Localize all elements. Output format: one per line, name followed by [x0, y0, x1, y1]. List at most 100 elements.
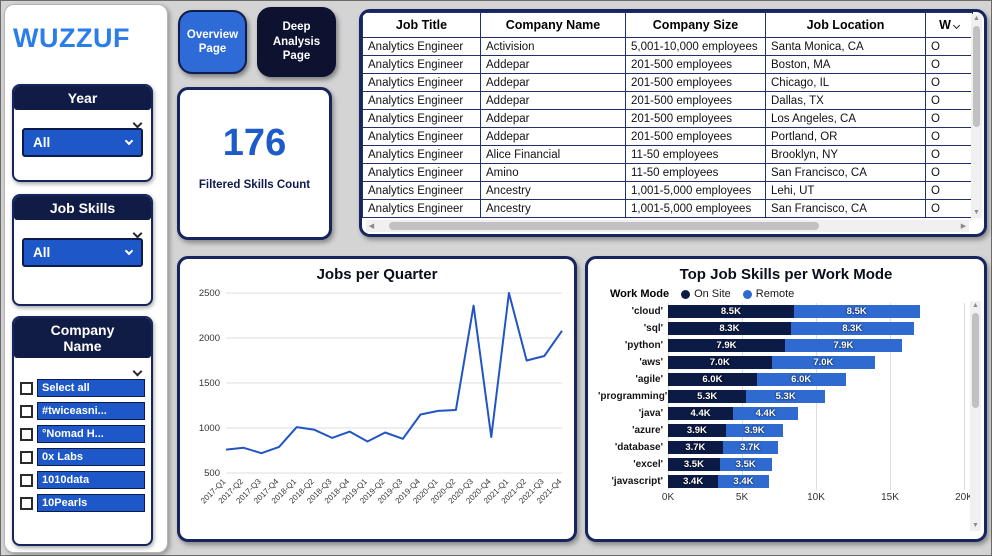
- table-vertical-scrollbar[interactable]: ▲ ▼: [971, 14, 982, 218]
- table-cell: O: [925, 199, 973, 218]
- scrollbar-track[interactable]: [970, 311, 981, 521]
- table-horizontal-scrollbar[interactable]: ◀ ▶: [366, 220, 969, 232]
- bar-segment-remote[interactable]: 8.3K: [790, 322, 914, 335]
- scroll-up-icon[interactable]: ▲: [972, 302, 979, 309]
- table-row[interactable]: Analytics Engineer Ancestry 1,001-5,000 em…: [362, 181, 973, 200]
- svg-text:1500: 1500: [199, 378, 220, 389]
- table-column-header[interactable]: Job Location: [765, 12, 926, 38]
- deep-analysis-page-button[interactable]: Deep Analysis Page: [257, 7, 336, 77]
- wuzzuf-logo: WUZZUF: [13, 23, 130, 53]
- checkbox-icon[interactable]: [20, 450, 33, 464]
- bar-segment-remote[interactable]: 3.4K: [718, 475, 769, 488]
- scrollbar-thumb[interactable]: [973, 26, 980, 128]
- bar-segment-remote[interactable]: 6.0K: [756, 373, 846, 386]
- bar-segment-onsite[interactable]: 7.9K: [668, 339, 785, 352]
- bar-segment-onsite[interactable]: 8.5K: [668, 305, 794, 318]
- bar-track: 3.5K 3.5K: [668, 458, 964, 471]
- scrollbar-track[interactable]: [377, 220, 958, 232]
- x-axis-tick-label: 20K: [955, 492, 973, 503]
- company-filter-item[interactable]: 1010data: [20, 471, 145, 490]
- table-cell: San Francisco, CA: [765, 163, 926, 182]
- bar-segment-onsite[interactable]: 7.0K: [668, 356, 772, 369]
- job-skills-filter: Job Skills All: [12, 194, 153, 306]
- table-row[interactable]: Analytics Engineer Addepar 201-500 employe…: [362, 109, 973, 128]
- bar-segment-remote[interactable]: 8.5K: [793, 305, 920, 318]
- table-cell: San Francisco, CA: [765, 199, 926, 218]
- scroll-down-icon[interactable]: ▼: [972, 522, 979, 529]
- bar-track: 7.9K 7.9K: [668, 339, 964, 352]
- table-row[interactable]: Analytics Engineer Alice Financial 11-50 e…: [362, 145, 973, 164]
- bar-category-label: 'java': [638, 408, 663, 419]
- table-column-header[interactable]: W: [925, 12, 973, 38]
- checkbox-icon[interactable]: [20, 381, 33, 395]
- bar-segment-onsite[interactable]: 3.5K: [668, 458, 720, 471]
- table-cell: Addepar: [480, 73, 626, 92]
- job-skills-dropdown[interactable]: All: [22, 238, 143, 268]
- bar-segment-onsite[interactable]: 6.0K: [668, 373, 757, 386]
- year-filter-collapse[interactable]: [14, 110, 151, 129]
- company-filter-item[interactable]: #twiceasni...: [20, 402, 145, 421]
- table-row[interactable]: Analytics Engineer Ancestry 1,001-5,000 em…: [362, 199, 973, 218]
- table-cell: Analytics Engineer: [362, 37, 481, 56]
- checkbox-icon[interactable]: [20, 427, 33, 441]
- bar-segment-remote[interactable]: 7.0K: [771, 356, 876, 369]
- bar-category-label: 'azure': [632, 425, 663, 436]
- legend-title: Work Mode: [610, 288, 670, 300]
- scrollbar-thumb[interactable]: [972, 313, 979, 408]
- checkbox-icon[interactable]: [20, 473, 33, 487]
- bar-segment-onsite[interactable]: 3.9K: [668, 424, 726, 437]
- bar-segment-remote[interactable]: 4.4K: [733, 407, 799, 420]
- bar-track: 6.0K 6.0K: [668, 373, 964, 386]
- gridline: [964, 303, 965, 490]
- table-row[interactable]: Analytics Engineer Addepar 201-500 employe…: [362, 127, 973, 146]
- table-cell: 1,001-5,000 employees: [625, 199, 766, 218]
- company-filter-item[interactable]: 10Pearls: [20, 494, 145, 513]
- year-dropdown[interactable]: All: [22, 128, 143, 158]
- bar-chart-vertical-scrollbar[interactable]: ▲ ▼: [970, 301, 981, 531]
- job-skills-filter-collapse[interactable]: [14, 220, 151, 239]
- table-row[interactable]: Analytics Engineer Activision 5,001-10,000…: [362, 37, 973, 56]
- table-column-header[interactable]: Company Size: [625, 12, 766, 38]
- overview-page-button[interactable]: Overview Page: [178, 10, 247, 74]
- company-filter-item[interactable]: °Nomad H...: [20, 425, 145, 444]
- bar-segment-remote[interactable]: 5.3K: [746, 390, 825, 403]
- legend-item-remote[interactable]: Remote: [742, 288, 794, 300]
- bar-segment-onsite[interactable]: 3.7K: [668, 441, 723, 454]
- bar-segment-onsite[interactable]: 4.4K: [668, 407, 734, 420]
- scroll-up-icon[interactable]: ▲: [973, 15, 980, 22]
- scrollbar-thumb[interactable]: [388, 222, 819, 230]
- table-cell: Alice Financial: [480, 145, 626, 164]
- scrollbar-track[interactable]: [971, 24, 982, 208]
- table-row[interactable]: Analytics Engineer Amino 11-50 employees Sa…: [362, 163, 973, 182]
- company-filter-list: Select all #twiceasni... °Nomad H... 0x Lab…: [14, 379, 151, 513]
- scroll-right-icon[interactable]: ▶: [960, 223, 967, 230]
- table-row[interactable]: Analytics Engineer Addepar 201-500 employe…: [362, 91, 973, 110]
- company-filter-item[interactable]: 0x Labs: [20, 448, 145, 467]
- checkbox-icon[interactable]: [20, 404, 33, 418]
- table-row[interactable]: Analytics Engineer Addepar 201-500 employe…: [362, 55, 973, 74]
- company-filter-item[interactable]: Select all: [20, 379, 145, 398]
- jobs-table: Job Title Company Name Company Size Job Loc…: [362, 12, 973, 218]
- table-column-header[interactable]: Company Name: [480, 12, 626, 38]
- chevron-down-icon: [132, 366, 143, 377]
- svg-text:500: 500: [204, 468, 220, 479]
- table-column-header[interactable]: Job Title: [362, 12, 481, 38]
- bar-segment-remote[interactable]: 3.5K: [719, 458, 772, 471]
- legend-item-onsite[interactable]: On Site: [681, 288, 731, 300]
- scroll-down-icon[interactable]: ▼: [973, 209, 980, 216]
- bar-track: 3.4K 3.4K: [668, 475, 964, 488]
- bar-segment-remote[interactable]: 3.7K: [722, 441, 778, 454]
- bar-segment-remote[interactable]: 7.9K: [784, 339, 902, 352]
- bar-category-label: 'programming': [598, 391, 668, 402]
- bar-segment-onsite[interactable]: 8.3K: [668, 322, 791, 335]
- bar-segment-onsite[interactable]: 3.4K: [668, 475, 719, 488]
- bar-category-label: 'python': [624, 340, 663, 351]
- scroll-left-icon[interactable]: ◀: [368, 223, 375, 230]
- checkbox-icon[interactable]: [20, 496, 33, 510]
- jobs-table-panel: Job Title Company Name Company Size Job Loc…: [359, 9, 987, 237]
- top-skills-panel: Top Job Skills per Work Mode Work Mode O…: [585, 256, 987, 542]
- bar-segment-remote[interactable]: 3.9K: [725, 424, 784, 437]
- table-row[interactable]: Analytics Engineer Addepar 201-500 employe…: [362, 73, 973, 92]
- bar-segment-onsite[interactable]: 5.3K: [668, 390, 747, 403]
- company-filter-collapse[interactable]: [14, 358, 151, 377]
